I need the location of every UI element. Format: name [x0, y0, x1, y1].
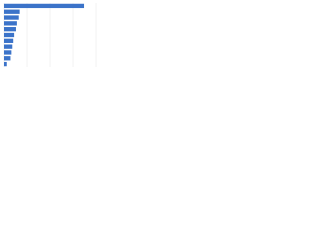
bar: [4, 3, 85, 9]
bar: [4, 38, 14, 43]
bar: [4, 32, 15, 38]
bar: [4, 50, 12, 55]
bar: [4, 15, 19, 20]
bar: [4, 56, 11, 61]
bar: [4, 44, 13, 49]
bar: [4, 21, 17, 26]
chart: [3, 3, 97, 67]
bar: [4, 9, 20, 14]
bar: [4, 61, 7, 67]
page: (() => { const data = JSON.parse(documen…: [0, 0, 100, 71]
bar: [4, 27, 16, 32]
